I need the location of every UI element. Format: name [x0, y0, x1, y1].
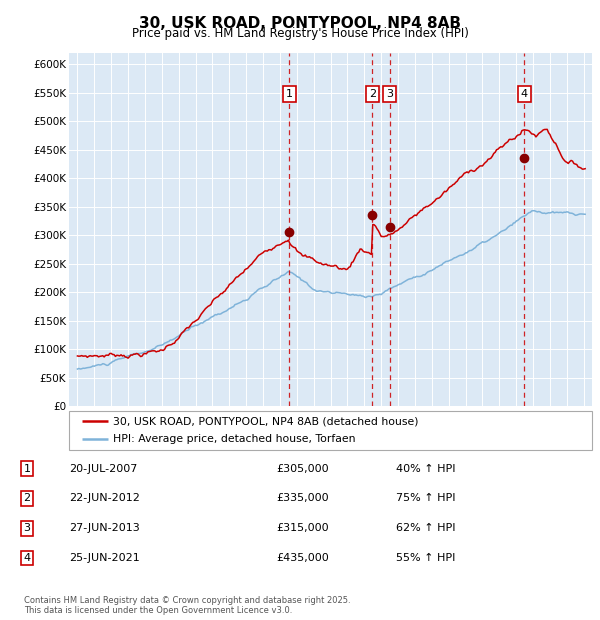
- FancyBboxPatch shape: [69, 411, 592, 449]
- Text: 30, USK ROAD, PONTYPOOL, NP4 8AB: 30, USK ROAD, PONTYPOOL, NP4 8AB: [139, 16, 461, 30]
- Text: 1: 1: [286, 89, 293, 99]
- Text: £335,000: £335,000: [276, 494, 329, 503]
- Text: 25-JUN-2021: 25-JUN-2021: [69, 553, 140, 563]
- Text: 22-JUN-2012: 22-JUN-2012: [69, 494, 140, 503]
- Text: 4: 4: [23, 553, 31, 563]
- Text: 75% ↑ HPI: 75% ↑ HPI: [396, 494, 455, 503]
- Text: Price paid vs. HM Land Registry's House Price Index (HPI): Price paid vs. HM Land Registry's House …: [131, 27, 469, 40]
- Text: 40% ↑ HPI: 40% ↑ HPI: [396, 464, 455, 474]
- Text: 62% ↑ HPI: 62% ↑ HPI: [396, 523, 455, 533]
- Text: 1: 1: [23, 464, 31, 474]
- Text: £435,000: £435,000: [276, 553, 329, 563]
- Text: Contains HM Land Registry data © Crown copyright and database right 2025.
This d: Contains HM Land Registry data © Crown c…: [24, 596, 350, 615]
- Text: HPI: Average price, detached house, Torfaen: HPI: Average price, detached house, Torf…: [113, 434, 356, 444]
- Text: £305,000: £305,000: [276, 464, 329, 474]
- Text: 2: 2: [23, 494, 31, 503]
- Text: 3: 3: [386, 89, 393, 99]
- Text: 20-JUL-2007: 20-JUL-2007: [69, 464, 137, 474]
- Text: 4: 4: [521, 89, 528, 99]
- Text: 2: 2: [369, 89, 376, 99]
- Text: 30, USK ROAD, PONTYPOOL, NP4 8AB (detached house): 30, USK ROAD, PONTYPOOL, NP4 8AB (detach…: [113, 417, 419, 427]
- Text: 3: 3: [23, 523, 31, 533]
- Text: 27-JUN-2013: 27-JUN-2013: [69, 523, 140, 533]
- Text: £315,000: £315,000: [276, 523, 329, 533]
- Text: 55% ↑ HPI: 55% ↑ HPI: [396, 553, 455, 563]
